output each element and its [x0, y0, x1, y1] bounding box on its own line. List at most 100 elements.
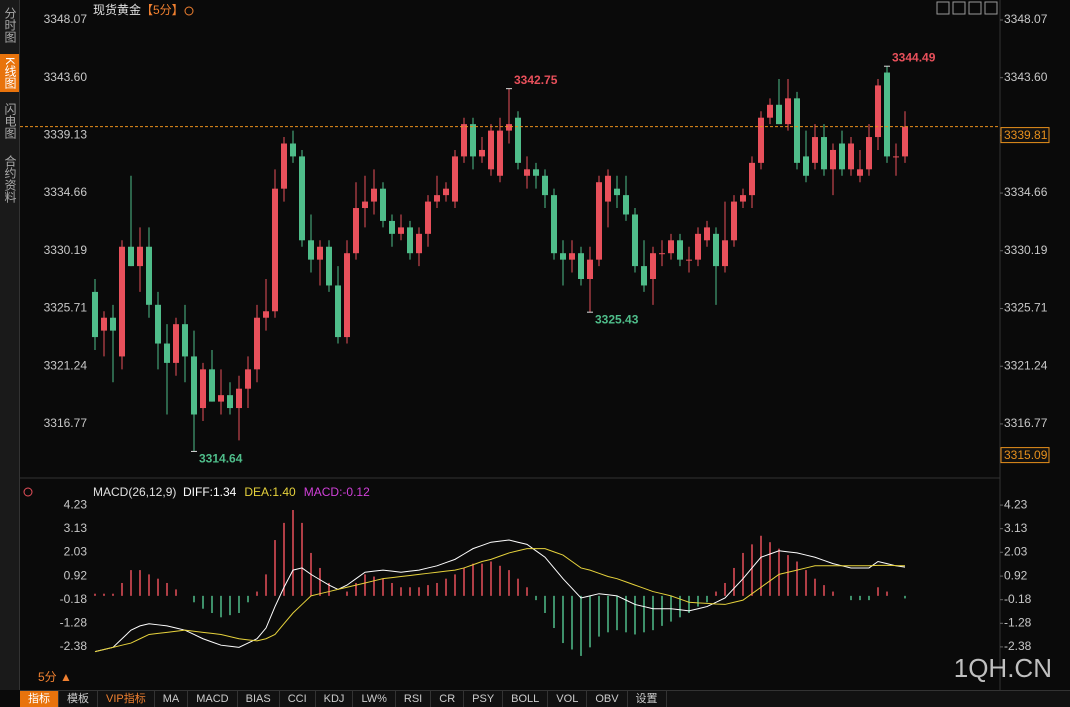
- candle-body: [650, 253, 656, 280]
- y-tick-label: 3334.66: [44, 185, 88, 199]
- toolbar-tab[interactable]: CR: [431, 691, 465, 707]
- y-tick-label: 4.23: [64, 497, 88, 511]
- candle-body: [389, 220, 395, 234]
- candle-body: [290, 143, 296, 157]
- candle-body: [227, 395, 233, 409]
- toolbar-tab[interactable]: VIP指标: [98, 691, 155, 707]
- candle-body: [767, 104, 773, 118]
- candle-body: [713, 233, 719, 267]
- bottom-toolbar: 指标 模板 VIP指标 MA MACD BIAS CCI KDJ LW% RSI CR PSY BOLL…: [20, 690, 1070, 707]
- candle-body: [884, 72, 890, 157]
- candle-body: [776, 104, 782, 125]
- candle-body: [803, 156, 809, 176]
- candle-body: [551, 195, 557, 254]
- candle-body: [758, 117, 764, 163]
- candle-body: [263, 311, 269, 318]
- annotation: 3325.43: [595, 312, 639, 326]
- toolbar-icons[interactable]: [936, 1, 998, 15]
- candle-body: [272, 188, 278, 312]
- candle-body: [470, 124, 476, 157]
- y-tick-label: 4.23: [1004, 497, 1028, 511]
- toolbar-tab[interactable]: MA: [155, 691, 189, 707]
- legend-label: MACD:-0.12: [304, 485, 370, 499]
- candle-body: [101, 317, 107, 331]
- line: [94, 539, 906, 653]
- y-tick-label: 3.13: [1004, 521, 1028, 535]
- toolbar-tab[interactable]: 模板: [59, 691, 98, 707]
- candle-body: [326, 246, 332, 286]
- candle-body: [173, 324, 179, 363]
- candle-body: [425, 201, 431, 234]
- candle-body: [686, 259, 692, 261]
- candle-body: [146, 246, 152, 305]
- candle-body: [461, 124, 467, 157]
- candle-body: [434, 195, 440, 202]
- period-button[interactable]: 5分 ▲: [38, 670, 72, 684]
- y-tick-label: -1.28: [1004, 615, 1032, 629]
- candle-body: [740, 195, 746, 202]
- period: 【5分】: [141, 3, 184, 17]
- y-tick-label: -2.38: [1004, 639, 1032, 653]
- sidebar-tab[interactable]: 闪电图: [3, 103, 17, 139]
- toolbar-tab[interactable]: RSI: [396, 691, 432, 707]
- toolbar-tab[interactable]: 设置: [628, 691, 667, 707]
- sidebar-tab[interactable]: 合约资料: [3, 155, 17, 203]
- y-tick-label: -0.18: [1004, 592, 1032, 606]
- y-tick-label: 3343.60: [1004, 70, 1048, 84]
- toolbar-tab[interactable]: PSY: [464, 691, 504, 707]
- toolbar-tab[interactable]: OBV: [587, 691, 628, 707]
- y-tick-label: 3316.77: [1004, 416, 1048, 430]
- candle-body: [119, 246, 125, 357]
- y-tick-label: 3321.24: [44, 358, 88, 372]
- toolbar-tab[interactable]: 指标: [20, 691, 59, 707]
- annotation: 3344.49: [892, 50, 936, 64]
- candle-body: [596, 182, 602, 260]
- sidebar-tab[interactable]: K线图: [0, 54, 19, 93]
- last-price-label: 3339.81: [1004, 128, 1048, 142]
- candle-body: [164, 343, 170, 363]
- candle-body: [830, 149, 836, 170]
- candle-body: [200, 369, 206, 409]
- toolbar-tab[interactable]: BOLL: [503, 691, 549, 707]
- sidebar-tab[interactable]: 分时图: [3, 7, 17, 43]
- candle-body: [641, 266, 647, 286]
- legend-label: DEA:1.40: [244, 485, 296, 499]
- toolbar-tab[interactable]: BIAS: [238, 691, 280, 707]
- y-tick-label: 3325.71: [1004, 301, 1048, 315]
- candle-body: [695, 233, 701, 260]
- candle-body: [398, 227, 404, 234]
- candle-body: [866, 137, 872, 170]
- candle-body: [893, 156, 899, 158]
- toolbar-tab[interactable]: LW%: [353, 691, 396, 707]
- crosshair-label: 3315.09: [1004, 448, 1048, 462]
- candle-body: [560, 253, 566, 260]
- icon[interactable]: [23, 487, 33, 497]
- y-tick-label: -0.18: [60, 592, 88, 606]
- toolbar-tab[interactable]: VOL: [548, 691, 588, 707]
- candle-body: [452, 156, 458, 202]
- candle-body: [281, 143, 287, 189]
- candle-body: [245, 369, 251, 389]
- icon[interactable]: [184, 6, 194, 16]
- candle-body: [731, 201, 737, 241]
- toolbar-tab[interactable]: CCI: [280, 691, 316, 707]
- candle-body: [794, 98, 800, 163]
- toolbar-tab[interactable]: KDJ: [316, 691, 354, 707]
- toolbar-tab[interactable]: MACD: [188, 691, 238, 707]
- sidebar: 分时图 K线图闪电图合约资料: [0, 0, 20, 690]
- y-tick-label: -1.28: [60, 615, 88, 629]
- candle-body: [569, 253, 575, 260]
- candle-body: [362, 201, 368, 209]
- candle-body: [839, 143, 845, 170]
- candle-body: [515, 117, 521, 163]
- candle-body: [524, 169, 530, 176]
- candle-body: [128, 246, 134, 267]
- candle-body: [785, 98, 791, 125]
- candle-body: [353, 208, 359, 254]
- annotation: 3314.64: [199, 452, 243, 466]
- candle-body: [632, 214, 638, 267]
- candle-body: [416, 233, 422, 254]
- candle-body: [335, 285, 341, 338]
- candle-body: [902, 126, 908, 157]
